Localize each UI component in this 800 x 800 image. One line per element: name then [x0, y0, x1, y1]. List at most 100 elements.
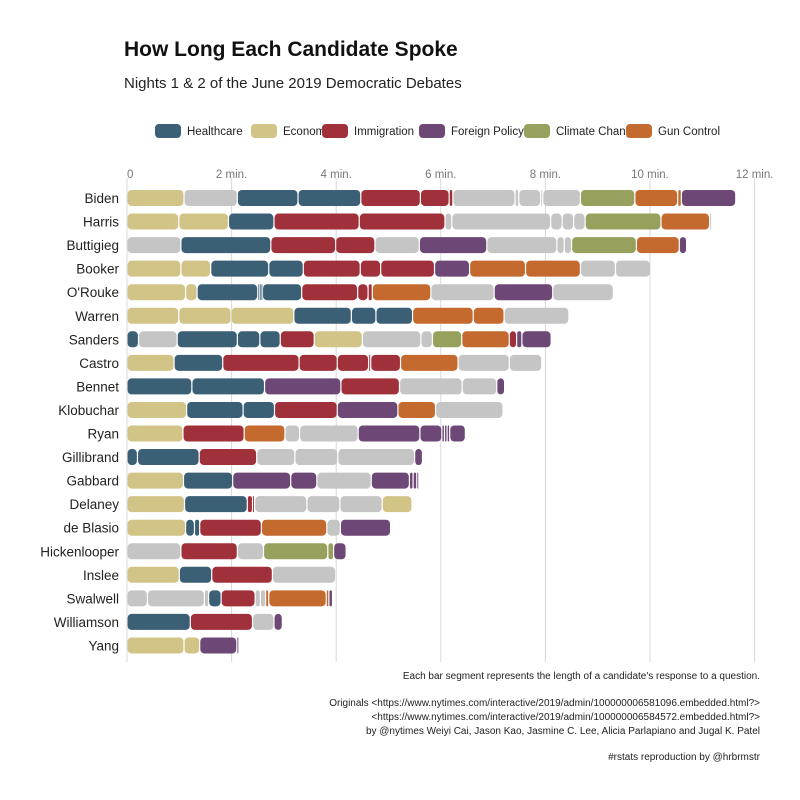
bar-segment-healthcare: [237, 331, 260, 348]
candidate-label: Harris: [83, 215, 119, 230]
bar-segment-other: [616, 260, 650, 277]
bar-segment-other: [295, 449, 338, 466]
bar-segment-other: [127, 543, 181, 560]
bar-segment-healthcare: [237, 190, 298, 206]
bar-buttigieg: [127, 237, 687, 254]
bar-segment-foreign-policy: [445, 425, 447, 442]
x-tick-label: 8 min.: [530, 169, 561, 181]
bar-segment-gun-control: [678, 190, 681, 206]
bar-segment-immigration: [369, 354, 371, 371]
bar-segment-foreign-policy: [340, 519, 390, 536]
bar-segment-foreign-policy: [265, 378, 341, 395]
x-tick-label: 12 min.: [736, 169, 774, 181]
caption-line: Originals <https://www.nytimes.com/inter…: [329, 698, 760, 709]
legend-label: Immigration: [354, 126, 414, 138]
bar-segment-immigration: [275, 401, 337, 418]
bar-segment-healthcare: [138, 449, 199, 466]
bar-segment-healthcare: [127, 449, 137, 466]
x-tick-label: 6 min.: [425, 169, 456, 181]
bar-segment-climate-change: [264, 543, 328, 560]
bar-segment-other: [253, 613, 274, 630]
bar-segment-other: [362, 331, 421, 348]
bar-segment-healthcare: [179, 566, 212, 583]
bar-segment-other: [541, 190, 543, 206]
bar-segment-other: [285, 425, 299, 442]
bar-segment-economy: [127, 190, 184, 206]
legend-item-gun-control: Gun Control: [626, 124, 720, 138]
bar-segment-other: [139, 331, 177, 348]
bar-segment-immigration: [341, 378, 399, 395]
bar-klobuchar: [127, 401, 503, 418]
bar-segment-healthcare: [192, 378, 264, 395]
bar-segment-immigration: [271, 237, 336, 254]
bar-segment-other: [581, 260, 615, 277]
bar-delaney: [127, 496, 412, 513]
caption-line: Each bar segment represents the length o…: [403, 671, 760, 682]
bar-segment-climate-change: [585, 213, 661, 230]
x-axis-ticks: 0 2 min. 4 min. 6 min. 8 min. 10 min. 12 min.: [127, 169, 773, 181]
bar-segment-healthcare: [269, 260, 303, 277]
bar-segment-gun-control: [637, 237, 679, 254]
bar-harris: [127, 213, 712, 230]
bar-segment-healthcare: [258, 284, 260, 301]
bar-segment-immigration: [181, 543, 237, 560]
bar-segment-economy: [127, 354, 174, 371]
bar-segment-foreign-policy: [337, 401, 398, 418]
candidate-label: Bennet: [76, 379, 119, 394]
bar-williamson: [127, 613, 282, 630]
bar-segment-other: [327, 519, 340, 536]
y-axis-candidate-labels: Biden Harris Buttigieg Booker O'Rouke Warren S…: [40, 191, 119, 653]
candidate-label: de Blasio: [63, 521, 119, 536]
bar-segment-economy: [127, 496, 184, 513]
bar-gillibrand: [127, 449, 422, 466]
legend-label: Economy: [283, 126, 331, 138]
bar-segment-other: [504, 307, 569, 324]
bar-segment-climate-change: [572, 237, 636, 254]
bar-segment-healthcare: [376, 307, 412, 324]
legend-label: Healthcare: [187, 126, 243, 138]
bar-segment-foreign-policy: [450, 425, 465, 442]
legend-swatch: [524, 124, 550, 138]
bar-segment-other: [452, 213, 551, 230]
bar-segment-immigration: [368, 284, 372, 301]
bar-segment-foreign-policy: [371, 472, 409, 489]
bar-segment-foreign-policy: [435, 260, 469, 277]
bar-segment-economy: [127, 472, 183, 489]
bar-segment-other: [260, 590, 265, 607]
bar-segment-foreign-policy: [410, 472, 413, 489]
candidate-label: Gillibrand: [62, 450, 119, 465]
candidate-label: Castro: [79, 356, 119, 371]
legend-item-economy: Economy: [251, 124, 331, 138]
bar-segment-immigration: [200, 519, 261, 536]
bar-segment-immigration: [359, 213, 445, 230]
legend: Healthcare Economy Immigration Foreign Poli…: [155, 124, 720, 138]
bar-segment-foreign-policy: [419, 237, 487, 254]
bar-segment-other: [255, 590, 260, 607]
bar-segment-healthcare: [177, 331, 237, 348]
bar-segment-foreign-policy: [291, 472, 317, 489]
bar-segment-other: [557, 237, 564, 254]
bar-segment-other: [127, 590, 147, 607]
bar-segment-foreign-policy: [274, 613, 282, 630]
bar-segment-immigration: [449, 190, 453, 206]
bar-segment-other: [445, 213, 452, 230]
bar-segment-gun-control: [413, 307, 473, 324]
caption-line: <https://www.nytimes.com/interactive/201…: [371, 712, 760, 723]
bar-segment-economy: [184, 637, 200, 654]
bar-segment-other: [257, 449, 295, 466]
legend-swatch: [155, 124, 181, 138]
bar-segment-healthcare: [186, 519, 194, 536]
bar-segment-immigration: [371, 354, 400, 371]
bar-inslee: [127, 566, 336, 583]
bar-segment-immigration: [421, 190, 449, 206]
bar-segment-immigration: [221, 590, 255, 607]
bar-segment-other: [421, 331, 432, 348]
bar-segment-economy: [127, 307, 179, 324]
x-tick-label: 0: [127, 169, 133, 181]
bar-segment-healthcare: [259, 284, 261, 301]
candidate-label: Buttigieg: [66, 238, 119, 253]
bar-segment-immigration: [183, 425, 244, 442]
bar-segment-foreign-policy: [447, 425, 450, 442]
bar-ryan: [127, 425, 465, 442]
